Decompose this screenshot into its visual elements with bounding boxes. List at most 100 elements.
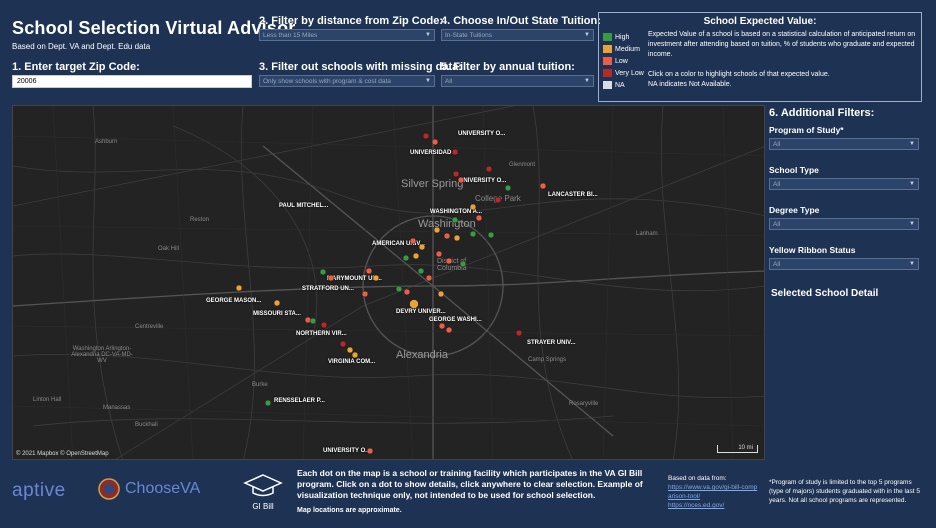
- legend-click-note: Click on a color to highlight schools of…: [648, 70, 920, 90]
- ribbon-dropdown[interactable]: All ▼: [769, 258, 919, 270]
- map-place-label: Rosaryville: [569, 401, 599, 407]
- nces-link[interactable]: https://nces.ed.gov/: [668, 502, 725, 509]
- map-place-label: Alexandria: [396, 349, 448, 361]
- legend-label: Very Low: [615, 69, 644, 77]
- tuition-value: In-State Tuitions: [445, 31, 492, 39]
- tuition-dropdown[interactable]: In-State Tuitions ▼: [441, 29, 594, 41]
- legend-swatch: [603, 69, 612, 77]
- school-label: RENSSELAER P...: [274, 398, 325, 404]
- map-place-label: Glenmont: [509, 162, 536, 168]
- choosevA-logo: ChooseVA: [98, 478, 200, 500]
- additional-filters-title: 6. Additional Filters:: [769, 107, 875, 119]
- ribbon-label: Yellow Ribbon Status: [769, 245, 856, 255]
- annual-value: All: [445, 77, 453, 85]
- program-dropdown[interactable]: All ▼: [769, 138, 919, 150]
- school-label: MISSOURI STA...: [253, 311, 301, 317]
- distance-dropdown[interactable]: Less than 15 Miles ▼: [259, 29, 435, 41]
- legend-swatch: [603, 81, 612, 89]
- legend-item-medium[interactable]: Medium: [603, 45, 640, 53]
- va-comparison-link[interactable]: https://www.va.gov/gi-bill-comparison-to…: [668, 484, 758, 500]
- chevron-down-icon: ▼: [584, 32, 590, 38]
- school-label: MARYMOUNT UN...: [327, 276, 382, 282]
- legend-label: Low: [615, 57, 628, 65]
- school-label: UNIVERSITY O...: [458, 131, 506, 137]
- chevron-down-icon: ▼: [909, 141, 915, 147]
- zip-label: 1. Enter target Zip Code:: [12, 61, 140, 73]
- distance-value: Less than 15 Miles: [263, 31, 318, 39]
- based-on-label: Based on data from:: [668, 475, 727, 482]
- school-label: LANCASTER BI...: [548, 192, 598, 198]
- legend-label: NA: [615, 81, 625, 89]
- map-place-label: Silver Spring: [401, 178, 464, 190]
- school-label: UNIVERSITY O...: [459, 178, 507, 184]
- program-footnote: *Program of study is limited to the top …: [769, 479, 921, 504]
- map-place-label: Washington Arlington-Alexandria DC-VA-MD…: [71, 346, 133, 364]
- page-title: School Selection Virtual Advisor: [12, 18, 296, 38]
- map-place-label: Buckhall: [135, 422, 158, 428]
- map-place-label: Ashburn: [95, 139, 118, 145]
- school-label: UNIVERSITY O...: [323, 448, 371, 454]
- school-map[interactable]: Silver Spring Washington Alexandria Coll…: [12, 105, 765, 460]
- map-place-label: Linton Hall: [33, 397, 62, 403]
- legend-item-very-low[interactable]: Very Low: [603, 69, 644, 77]
- school-label: DEVRY UNIVER...: [396, 309, 446, 315]
- aptive-logo: aptive: [12, 480, 66, 501]
- footer-sources: Based on data from: https://www.va.gov/g…: [668, 474, 760, 510]
- map-attribution[interactable]: © 2021 Mapbox © OpenStreetMap: [16, 451, 109, 457]
- degree-label: Degree Type: [769, 205, 820, 215]
- zip-input[interactable]: 20006: [12, 75, 252, 88]
- degree-dropdown[interactable]: All ▼: [769, 218, 919, 230]
- chevron-down-icon: ▼: [909, 221, 915, 227]
- school-label: GEORGE WASHI...: [429, 317, 482, 323]
- legend-swatch: [603, 57, 612, 65]
- map-place-label: District of Columbia: [437, 258, 467, 272]
- school-label: UNIVERSIDAD ...: [410, 150, 459, 156]
- map-place-label: Centreville: [135, 324, 164, 330]
- map-place-label: Reston: [190, 217, 210, 223]
- map-place-label: Burke: [252, 382, 268, 388]
- selected-school-detail: Selected School Detail: [771, 288, 879, 299]
- choosevA-text: ChooseVA: [125, 480, 201, 497]
- tuition-label: 4. Choose In/Out State Tuition:: [441, 15, 601, 27]
- school-type-dropdown[interactable]: All ▼: [769, 178, 919, 190]
- missing-label: 3. Filter out schools with missing data:: [259, 61, 462, 73]
- school-type-value: All: [773, 180, 781, 188]
- chevron-down-icon: ▼: [584, 78, 590, 84]
- legend-item-high[interactable]: High: [603, 33, 629, 41]
- ribbon-value: All: [773, 260, 781, 268]
- legend-description: Expected Value of a school is based on a…: [648, 31, 916, 58]
- footer-approx: Map locations are approximate.: [297, 507, 402, 514]
- school-label: STRAYER UNIV...: [527, 340, 576, 346]
- school-label: WASHINGTON A...: [430, 209, 483, 215]
- missing-value: Only show schools with program & cost da…: [263, 77, 391, 85]
- legend-item-na[interactable]: NA: [603, 81, 625, 89]
- gibill-text: GI Bill: [252, 502, 274, 511]
- va-seal-icon: [98, 478, 120, 500]
- legend-click-text: Click on a color to highlight schools of…: [648, 71, 830, 78]
- legend-title: School Expected Value:: [703, 16, 817, 27]
- legend-swatch: [603, 45, 612, 53]
- map-place-label: College Park: [475, 194, 521, 203]
- footer-description: Each dot on the map is a school or train…: [297, 468, 643, 500]
- chevron-down-icon: ▼: [425, 78, 431, 84]
- school-label: STRATFORD UN...: [302, 286, 354, 292]
- map-place-label: Washington: [418, 218, 476, 230]
- school-type-label: School Type: [769, 165, 819, 175]
- legend-item-low[interactable]: Low: [603, 57, 628, 65]
- school-label: PAUL MITCHEL...: [279, 203, 329, 209]
- chevron-down-icon: ▼: [909, 261, 915, 267]
- gibill-logo: GI Bill: [240, 473, 286, 511]
- degree-value: All: [773, 220, 781, 228]
- map-place-label: Lanham: [636, 231, 658, 237]
- map-roads: [13, 106, 764, 459]
- missing-dropdown[interactable]: Only show schools with program & cost da…: [259, 75, 435, 87]
- school-label: GEORGE MASON...: [206, 298, 262, 304]
- annual-dropdown[interactable]: All ▼: [441, 75, 594, 87]
- school-label: NORTHERN VIR...: [296, 331, 347, 337]
- school-label: VIRGINIA COM...: [328, 359, 376, 365]
- map-place-label: Camp Springs: [528, 357, 567, 363]
- map-place-label: Oak Hill: [158, 246, 180, 252]
- program-label: Program of Study*: [769, 125, 844, 135]
- program-value: All: [773, 140, 781, 148]
- page-subtitle: Based on Dept. VA and Dept. Edu data: [12, 42, 151, 51]
